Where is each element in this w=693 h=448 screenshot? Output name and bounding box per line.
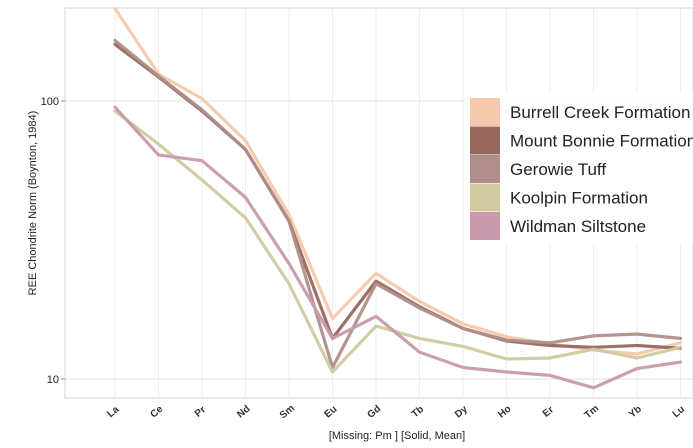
x-axis-title: [Missing: Pm ] [Solid, Mean]	[329, 430, 465, 442]
x-tick-label: Ho	[496, 404, 513, 421]
legend-label: Gerowie Tuff	[510, 160, 606, 179]
series-line-burrell-creek-formation	[113, 7, 683, 356]
x-tick-label: Gd	[366, 403, 384, 420]
x-tick-label: Pr	[193, 404, 208, 419]
x-tick-label: Eu	[322, 404, 339, 421]
x-tick-label: Nd	[235, 404, 252, 421]
legend-label: Burrell Creek Formation	[510, 103, 690, 122]
legend: Burrell Creek Formation Mount Bonnie Form…	[464, 92, 693, 245]
series-line-wildman-siltstone	[113, 105, 683, 390]
legend-label: Mount Bonnie Formation	[510, 132, 693, 151]
legend-swatch	[470, 155, 500, 183]
legend-swatch	[470, 126, 500, 155]
x-tick-label: Tb	[410, 404, 426, 420]
series-lines	[113, 7, 683, 390]
x-tick-label: Sm	[278, 403, 297, 421]
legend-swatch	[470, 183, 500, 212]
x-tick-label: Ce	[148, 403, 165, 420]
x-tick-label: Lu	[671, 404, 687, 420]
x-tick-label: La	[105, 404, 121, 420]
plot-frame	[64, 7, 693, 399]
legend-background	[464, 92, 693, 245]
x-tick-label: Yb	[627, 404, 644, 421]
y-tick-label: 100	[41, 96, 59, 108]
legend-label: Koolpin Formation	[510, 189, 648, 208]
x-tick-label: Dy	[453, 403, 470, 420]
x-tick-label: Er	[541, 404, 556, 419]
legend-label: Wildman Siltstone	[510, 217, 646, 236]
y-tick-label: 10	[47, 374, 59, 386]
series-line-gerowie-tuff	[113, 38, 683, 370]
legend-swatch	[470, 212, 500, 240]
legend-swatch	[470, 98, 500, 126]
x-tick-label: Tm	[583, 403, 602, 421]
y-axis-title: REE Chondrite Norm (Boynton, 1984)	[27, 111, 39, 296]
